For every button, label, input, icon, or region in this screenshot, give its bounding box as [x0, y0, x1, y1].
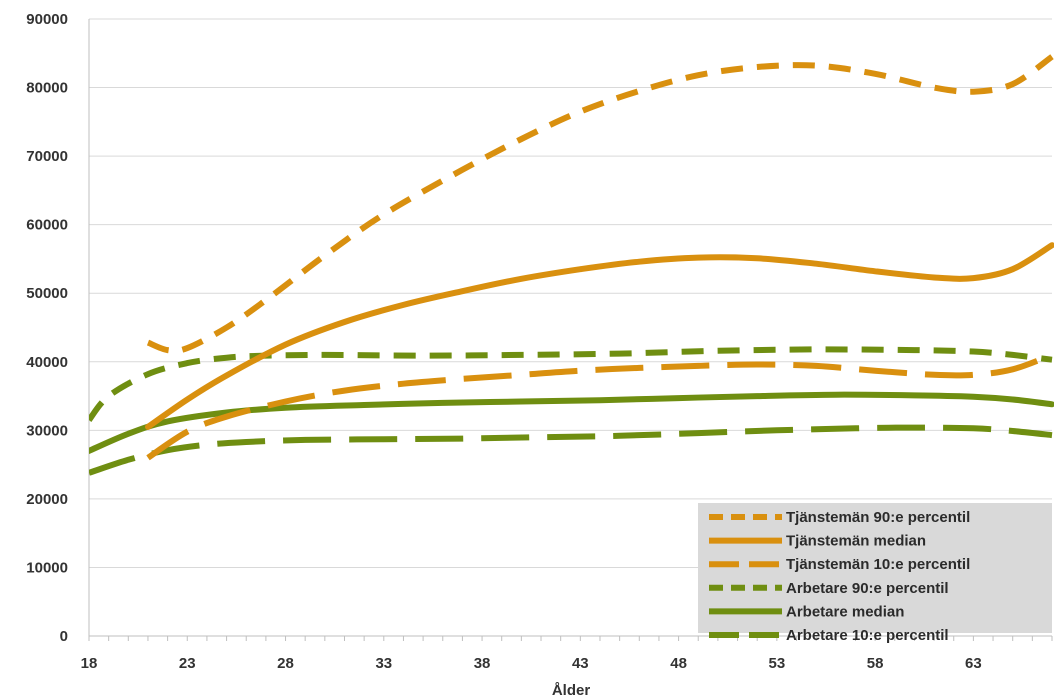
x-tick-label: 53 — [769, 655, 786, 672]
series-lines — [89, 54, 1054, 476]
y-tick-label: 40000 — [26, 354, 68, 371]
y-tick-label: 70000 — [26, 148, 68, 165]
y-tick-label: 20000 — [26, 491, 68, 508]
x-tick-label: 48 — [670, 655, 687, 672]
series-line-3 — [89, 346, 1053, 423]
series-line-1 — [145, 242, 1054, 430]
x-tick-label: 23 — [179, 655, 196, 672]
y-tick-label: 10000 — [26, 559, 68, 576]
series-line-2 — [146, 352, 1054, 461]
tick-labels: 0 10000 20000 30000 40000 50000 60000 70000 8000… — [26, 11, 981, 672]
legend-label: Arbetare 90:e percentil — [786, 580, 949, 597]
axes — [88, 19, 1053, 641]
legend-label: Tjänstemän median — [786, 533, 926, 550]
legend: Tjänstemän 90:e percentil Tjänstemän medi… — [698, 503, 1052, 644]
legend-label: Arbetare median — [786, 603, 904, 620]
x-tick-label: 38 — [474, 655, 491, 672]
x-axis-label: Ålder — [552, 682, 591, 698]
legend-label: Tjänstemän 90:e percentil — [786, 509, 970, 526]
y-tick-label: 30000 — [26, 422, 68, 439]
y-tick-label: 50000 — [26, 285, 68, 302]
x-tick-label: 63 — [965, 655, 982, 672]
series-line-0 — [146, 54, 1054, 354]
x-tick-label: 18 — [81, 655, 98, 672]
y-tick-label: 0 — [60, 628, 68, 645]
series-line-4 — [89, 391, 1054, 454]
y-tick-label: 90000 — [26, 11, 68, 28]
series-line-5 — [89, 424, 1053, 476]
legend-label: Tjänstemän 10:e percentil — [786, 556, 970, 573]
legend-label: Arbetare 10:e percentil — [786, 627, 949, 644]
grid-lines — [89, 18, 1052, 568]
x-tick-label: 33 — [375, 655, 392, 672]
x-tick-label: 58 — [867, 655, 884, 672]
y-tick-label: 80000 — [26, 80, 68, 97]
x-tick-label: 43 — [572, 655, 589, 672]
x-tick-label: 28 — [277, 655, 294, 672]
y-tick-label: 60000 — [26, 217, 68, 234]
